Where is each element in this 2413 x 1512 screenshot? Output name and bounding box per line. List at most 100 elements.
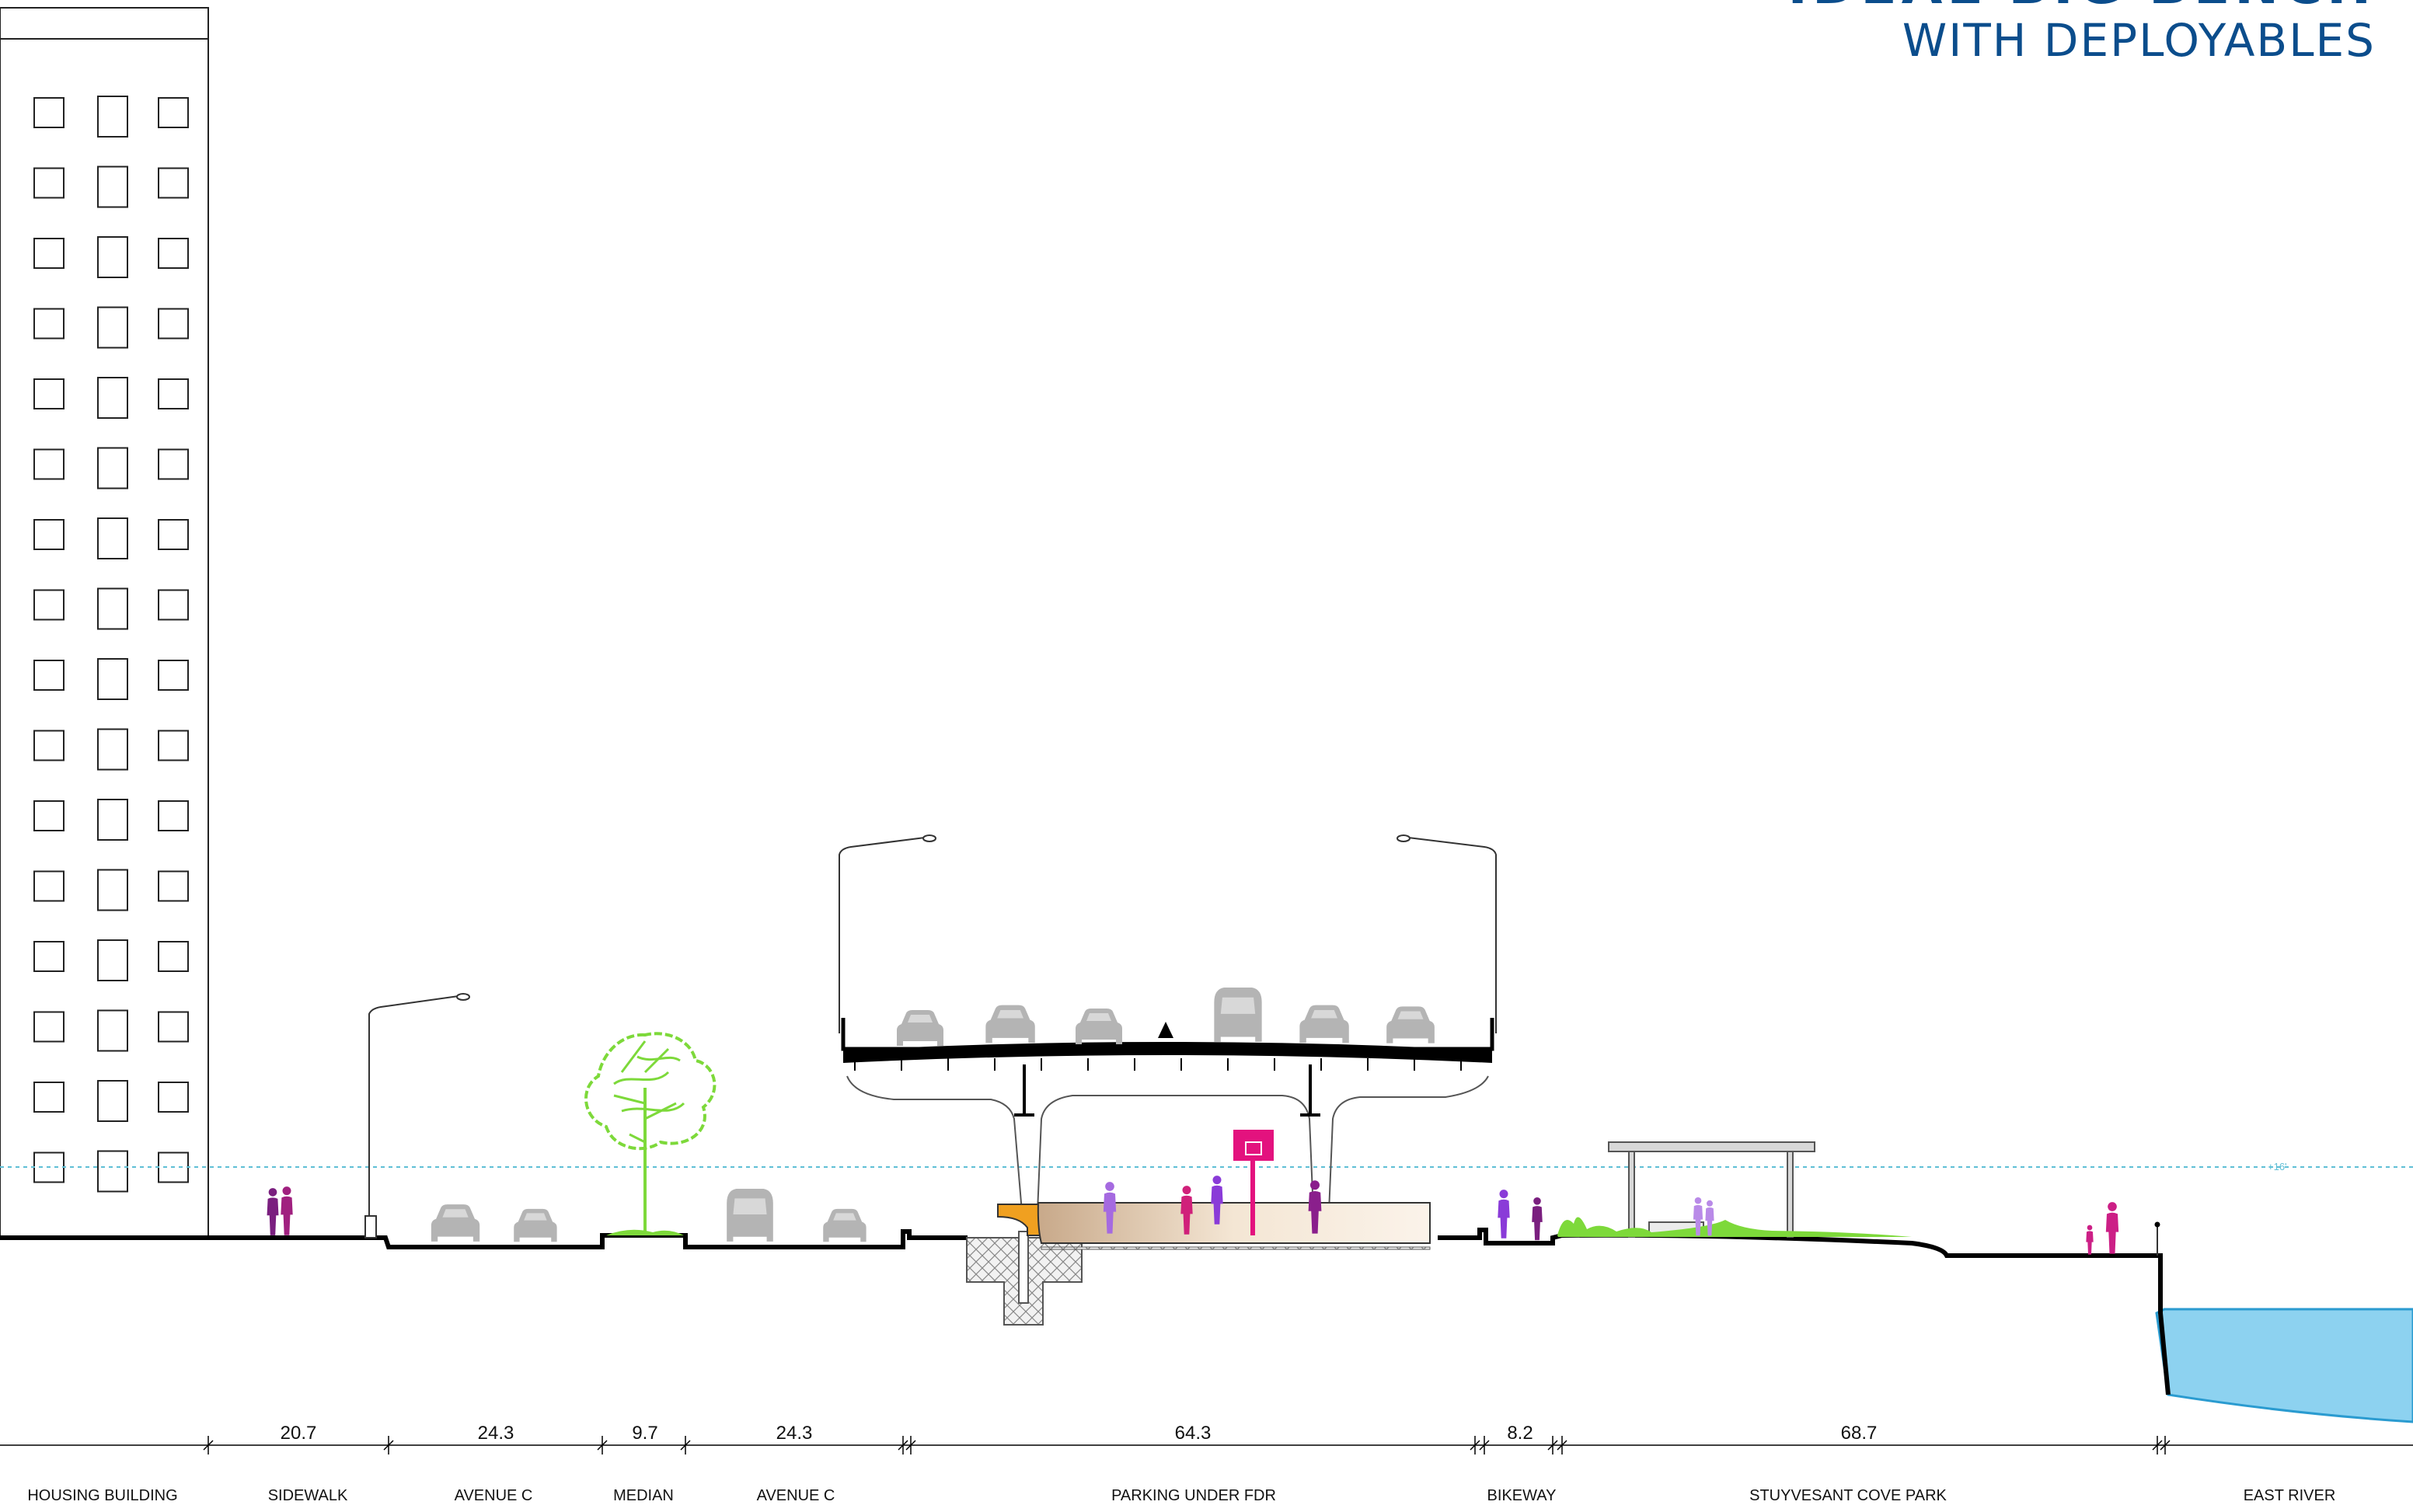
building-window <box>158 870 189 902</box>
building-window <box>33 97 65 128</box>
zone-avenue-c-west: AVENUE C <box>455 1487 533 1504</box>
building-window <box>97 1080 128 1122</box>
dimension-values: 20.7 24.3 9.7 24.3 64.3 8.2 68.7 <box>281 1423 1878 1444</box>
building-window <box>33 167 65 199</box>
title-line-1: IDEAL BIG BENCH <box>1788 0 2376 16</box>
building-window <box>158 378 189 409</box>
dimension-tick-slash <box>2160 1440 2171 1451</box>
east-river-water <box>2155 1308 2413 1423</box>
zone-avenue-c-east: AVENUE C <box>757 1487 835 1504</box>
dimension-tick-slash <box>1479 1440 1490 1451</box>
dimension-tick-slash <box>1470 1440 1480 1451</box>
building-window <box>97 306 128 349</box>
zone-housing-building: HOUSING BUILDING <box>27 1487 177 1504</box>
dimension-tick-slash <box>383 1440 394 1451</box>
dimension-avenue-c-west: 24.3 <box>478 1423 514 1444</box>
building-window <box>158 1082 189 1113</box>
title-block: IDEAL BIG BENCH WITH DEPLOYABLES <box>1521 0 2376 78</box>
zone-east-river: EAST RIVER <box>2244 1487 2336 1504</box>
park-planting <box>1557 1217 1912 1237</box>
zone-sidewalk: SIDEWALK <box>268 1487 348 1504</box>
building-window <box>158 800 189 831</box>
basketball-hoop <box>1233 1130 1274 1235</box>
big-bench <box>1037 1202 1431 1244</box>
building-window <box>97 587 128 630</box>
deployable-post <box>1018 1231 1029 1304</box>
dimension-tick-slash <box>597 1440 608 1451</box>
dimension-tick-slash <box>1557 1440 1567 1451</box>
dimension-tick-slash <box>680 1440 691 1451</box>
person-adult <box>2105 1202 2119 1254</box>
building-window <box>97 1150 128 1193</box>
dimension-median: 9.7 <box>632 1423 657 1444</box>
fdr-street-light-right <box>1397 834 1497 1033</box>
street-light-sidewalk <box>364 993 470 1239</box>
building-window <box>97 799 128 841</box>
zone-labels: HOUSING BUILDING SIDEWALK AVENUE C MEDIA… <box>27 1487 2335 1504</box>
person-sidewalk-2 <box>281 1186 293 1235</box>
building-window <box>97 377 128 419</box>
building-window <box>33 800 65 831</box>
building-window <box>97 236 128 278</box>
person-bikeway-2 <box>1532 1197 1543 1241</box>
building-window <box>33 519 65 550</box>
building-window <box>97 869 128 911</box>
building-window <box>33 660 65 691</box>
building-window <box>97 165 128 208</box>
building-window <box>158 589 189 621</box>
building-window <box>158 730 189 761</box>
dimension-stuyvesant-cove-park: 68.7 <box>1841 1423 1878 1444</box>
dimension-parking-under-fdr: 64.3 <box>1175 1423 1212 1444</box>
dimension-sidewalk: 20.7 <box>281 1423 317 1444</box>
median-tree <box>584 1032 717 1234</box>
zone-stuyvesant-cove-park: STUYVESANT COVE PARK <box>1749 1487 1947 1504</box>
avenue-c-west-traffic <box>431 1204 557 1242</box>
title-line-2: WITH DEPLOYABLES <box>1902 14 2376 67</box>
fdr-street-light-left <box>839 834 936 1033</box>
building-window <box>158 660 189 691</box>
building-window <box>97 939 128 981</box>
fdr-elevated-highway <box>841 988 1494 1213</box>
person-bikeway-1 <box>1498 1190 1510 1239</box>
person-sidewalk-1 <box>267 1188 279 1235</box>
building-window <box>33 870 65 902</box>
person-child <box>2086 1225 2094 1255</box>
building-window <box>97 447 128 489</box>
building-window <box>97 1009 128 1052</box>
avenue-c-east-traffic <box>727 1189 867 1242</box>
building-window <box>33 941 65 972</box>
building-window <box>158 941 189 972</box>
building-window <box>33 238 65 269</box>
building-window <box>158 167 189 199</box>
building-window <box>97 728 128 771</box>
dimension-avenue-c-east: 24.3 <box>776 1423 813 1444</box>
dimension-tick-slash <box>203 1440 214 1451</box>
dimension-tick-slash <box>1547 1440 1558 1451</box>
building-window <box>33 308 65 340</box>
building-window <box>97 658 128 700</box>
building-window <box>33 448 65 480</box>
building-window <box>97 517 128 559</box>
building-window <box>158 448 189 480</box>
building-window <box>158 97 189 128</box>
building-window <box>33 1011 65 1043</box>
building-window <box>158 238 189 269</box>
zone-parking-under-fdr: PARKING UNDER FDR <box>1111 1487 1276 1504</box>
dimension-tick-slash <box>898 1440 908 1451</box>
dimension-line <box>0 1436 2413 1455</box>
building-windows <box>33 96 189 1193</box>
zone-median: MEDIAN <box>613 1487 674 1504</box>
dimension-bikeway: 8.2 <box>1507 1423 1533 1444</box>
building-window <box>33 378 65 409</box>
river-railing <box>2154 1221 2160 1256</box>
dimension-tick-slash <box>2152 1440 2163 1451</box>
housing-building <box>0 7 209 1238</box>
building-window <box>158 1011 189 1043</box>
building-window <box>158 519 189 550</box>
building-window <box>158 308 189 340</box>
zone-bikeway: BIKEWAY <box>1487 1487 1557 1504</box>
flood-elevation-label: +16' <box>2268 1161 2287 1172</box>
building-window <box>97 96 128 138</box>
building-window <box>33 589 65 621</box>
